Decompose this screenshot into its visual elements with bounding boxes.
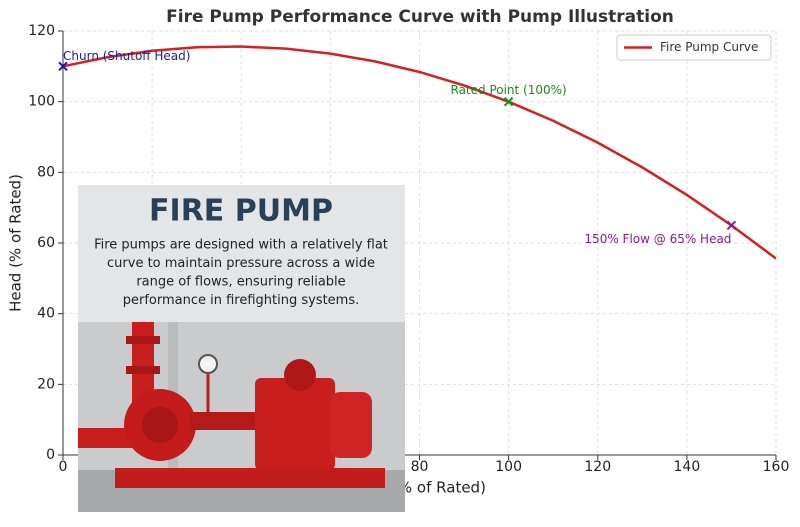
annotation-label: Rated Point (100%) [451, 83, 567, 97]
motor [330, 392, 372, 458]
illustration-heading: FIRE PUMP [149, 194, 333, 229]
shaft-guard [190, 412, 260, 430]
annotation-marker [58, 61, 68, 72]
chart-title: Fire Pump Performance Curve with Pump Il… [166, 7, 674, 27]
legend-box [616, 34, 772, 61]
flange [126, 366, 160, 374]
y-tick-label: 120 [28, 23, 55, 39]
annotation-label: 150% Flow @ 65% Head [584, 232, 731, 246]
x-tick-label: 100 [495, 459, 522, 475]
y-tick-label: 100 [28, 94, 55, 110]
y-tick-label: 80 [37, 164, 55, 180]
y-tick-label: 20 [37, 376, 55, 392]
x-tick-label: 160 [763, 459, 790, 475]
annotation-label: Churn (Shutoff Head) [63, 49, 190, 63]
engine-top [284, 359, 316, 391]
annotation-marker [726, 220, 737, 231]
base-frame [115, 468, 385, 488]
x-tick-label: 80 [411, 459, 429, 475]
illustration-text: performance in firefighting systems. [123, 293, 360, 308]
illustration-text: curve to maintain pressure across a wide [107, 256, 375, 271]
y-tick-label: 60 [37, 235, 55, 251]
legend-label: Fire Pump Curve [660, 40, 758, 54]
illustration-text: Fire pumps are designed with a relativel… [94, 238, 388, 253]
x-tick-label: 120 [584, 459, 611, 475]
y-tick-label: 0 [46, 447, 55, 463]
y-tick-label: 40 [37, 306, 55, 322]
pump-hub [142, 407, 178, 443]
data-line [62, 45, 777, 260]
engine [255, 378, 335, 470]
annotation-marker [503, 96, 514, 107]
y-axis-label: Head (% of Rated) [7, 174, 25, 312]
illustration-text: range of flows, ensuring reliable [136, 275, 345, 290]
plot-area: 020406080100120020406080100120140160Flow… [7, 23, 790, 497]
gauge [198, 354, 218, 374]
flange [126, 336, 160, 344]
x-tick-label: 0 [59, 459, 68, 475]
pump-illustration: FIRE PUMP Fire pumps are designed with a… [78, 185, 405, 512]
illustration-header-bg [78, 185, 405, 322]
x-tick-label: 140 [674, 459, 701, 475]
pipe [78, 428, 138, 448]
